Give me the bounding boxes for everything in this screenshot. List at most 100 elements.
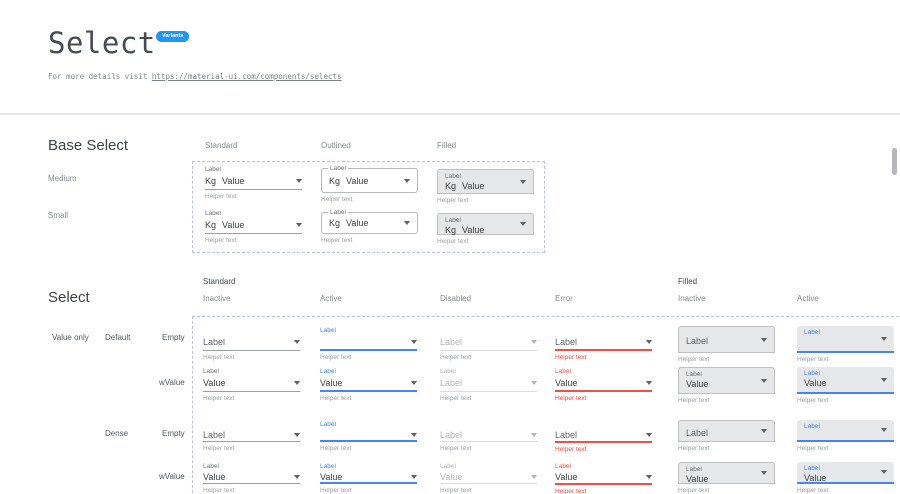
select-label: Label — [328, 165, 348, 172]
select-trigger[interactable]: Label Value — [797, 462, 894, 484]
docs-link[interactable]: https://material-ui.com/components/selec… — [151, 72, 342, 81]
select-trigger[interactable]: Label Kg Value — [321, 209, 418, 234]
select-trigger[interactable]: Value — [555, 376, 652, 392]
select-value: Value — [320, 377, 343, 388]
select-standard-disabled-dense: Label Helper text — [440, 420, 537, 452]
select-trigger[interactable]: Label — [440, 429, 537, 442]
select-trigger[interactable]: Label — [203, 335, 300, 351]
select-trigger[interactable] — [320, 335, 417, 351]
scrollbar-thumb[interactable] — [892, 148, 897, 175]
select-trigger[interactable]: Label — [203, 429, 300, 442]
select-label — [440, 420, 537, 429]
dropdown-arrow-icon — [520, 179, 526, 184]
select-value: Label — [203, 336, 226, 347]
select-standard-error-dense: Label Value Helper text — [555, 462, 652, 494]
variants-badge: Variants — [156, 31, 190, 42]
select-value: Value — [346, 218, 369, 228]
select-filled-inactive: Label Helper text — [678, 326, 775, 363]
select-value: Value — [320, 471, 343, 482]
select-trigger[interactable]: Label — [678, 326, 775, 353]
select-trigger[interactable]: Value — [320, 376, 417, 392]
select-standard-inactive: Label Value Helper text — [203, 367, 300, 402]
select-trigger[interactable]: Label — [440, 335, 537, 351]
select-label: Label — [440, 368, 456, 375]
select-label: Label — [445, 217, 461, 224]
select-value: Value — [804, 473, 827, 483]
select-trigger[interactable]: Label — [797, 420, 894, 442]
select-value-row: Kg Value — [438, 180, 533, 191]
subtitle: For more details visit https://material-… — [48, 72, 342, 81]
base-select-outlined-small: Label Kg Value Helper text — [321, 209, 418, 244]
select-label: Label — [804, 465, 820, 472]
dropdown-arrow-icon — [761, 429, 767, 433]
helper-text: Helper text — [320, 487, 352, 494]
helper-text: Helper text — [205, 237, 237, 244]
dropdown-arrow-icon — [881, 377, 887, 382]
select-standard-inactive: Label Helper text — [203, 326, 300, 361]
select-label — [203, 326, 300, 335]
select-value: Value — [203, 377, 226, 388]
select-label: Label — [328, 209, 348, 216]
select-standard-error-dense: Label Helper text — [555, 420, 652, 453]
select-value — [797, 430, 894, 431]
dropdown-arrow-icon — [294, 432, 300, 437]
select-trigger[interactable]: Kg Value — [205, 174, 302, 190]
group-header: Standard — [203, 277, 236, 286]
row-header: Small — [48, 211, 69, 220]
select-label — [555, 326, 652, 335]
select-value-row: Kg Value — [438, 224, 533, 235]
select-value: Value — [222, 219, 245, 230]
select-trigger[interactable] — [320, 429, 417, 442]
group-header: Filled — [678, 277, 698, 286]
select-value: Value — [203, 471, 226, 482]
select-trigger[interactable]: Value — [320, 471, 417, 484]
select-trigger[interactable]: Value — [440, 471, 537, 484]
helper-text: Helper text — [440, 487, 472, 494]
dropdown-arrow-icon — [411, 339, 417, 344]
select-value: Value — [555, 377, 578, 388]
select-label: Label — [320, 327, 336, 334]
select-trigger[interactable]: Label — [440, 376, 537, 392]
select-trigger[interactable]: Value — [203, 471, 300, 484]
select-trigger[interactable]: Label Kg Value — [321, 165, 418, 193]
base-select-filled-small: Label Kg Value Helper text — [437, 209, 534, 245]
helper-text: Helper text — [555, 354, 587, 361]
select-trigger[interactable]: Label Value — [797, 367, 894, 394]
prefix-adornment: Kg — [445, 181, 457, 191]
select-trigger[interactable]: Label — [797, 326, 894, 353]
dropdown-arrow-icon — [761, 471, 767, 475]
select-trigger[interactable]: Label Kg Value — [437, 213, 534, 235]
dropdown-arrow-icon — [296, 222, 302, 227]
select-label — [555, 420, 652, 429]
select-label: Label — [555, 463, 571, 470]
select-trigger[interactable]: Label Kg Value — [437, 169, 534, 194]
select-trigger[interactable]: Label — [555, 429, 652, 443]
prefix-adornment: Kg — [205, 219, 217, 230]
row-header: Dense — [105, 429, 129, 438]
column-header: Outlined — [321, 141, 351, 150]
row-header: Empty — [162, 333, 185, 342]
helper-text: Helper text — [678, 356, 710, 363]
select-standard-error: Label Value Helper text — [555, 367, 652, 402]
select-standard-active-dense: Label Value Helper text — [320, 462, 417, 494]
dropdown-arrow-icon — [531, 474, 537, 479]
base-select-standard-small: Label Kg Value Helper text — [205, 209, 302, 244]
select-label: Label — [804, 370, 820, 377]
select-standard-inactive-dense: Label Helper text — [203, 420, 300, 452]
select-trigger[interactable]: Kg Value — [205, 218, 302, 234]
select-trigger[interactable]: Value — [555, 471, 652, 485]
select-trigger[interactable]: Label Value — [678, 462, 775, 484]
dropdown-arrow-icon — [881, 428, 887, 432]
select-trigger[interactable]: Value — [203, 376, 300, 392]
select-value: Value — [462, 181, 485, 191]
select-label: Label — [555, 368, 571, 375]
helper-text: Helper text — [440, 395, 472, 402]
select-trigger[interactable]: Label — [678, 420, 775, 442]
dropdown-arrow-icon — [294, 339, 300, 344]
select-trigger[interactable]: Label Value — [678, 367, 775, 394]
select-trigger[interactable]: Label — [555, 335, 652, 351]
select-label: Label — [445, 173, 461, 180]
select-label — [440, 326, 537, 335]
row-header: Default — [105, 333, 131, 342]
row-header: wValue — [159, 378, 185, 387]
